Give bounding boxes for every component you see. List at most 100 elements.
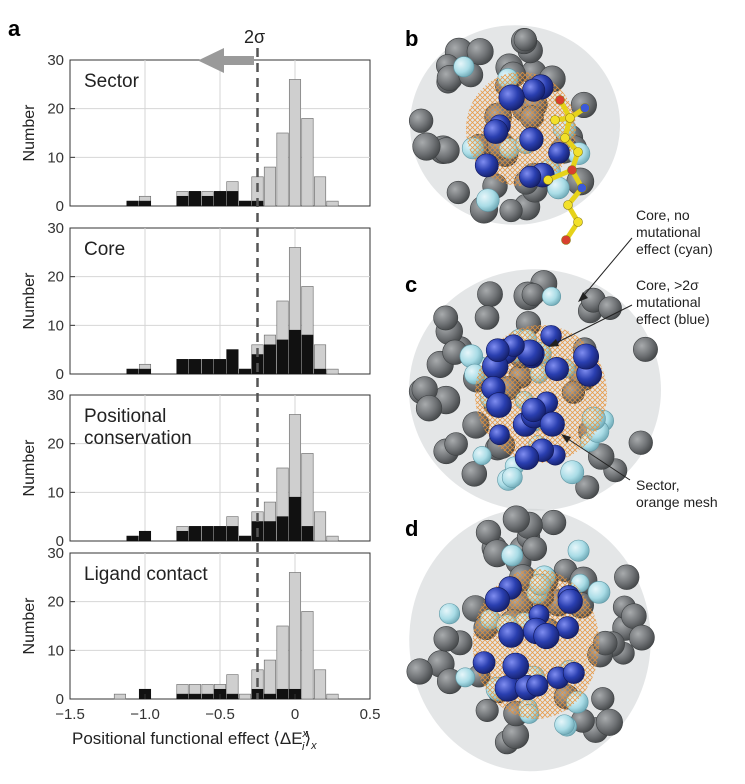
bar-gray (326, 535, 339, 542)
bar-black (213, 359, 227, 375)
y-tick-label: 30 (47, 220, 64, 237)
bar-black (226, 349, 239, 375)
bar-black (276, 339, 289, 375)
atom-blue (526, 674, 549, 697)
bar-black (263, 693, 276, 700)
ligand-atom (573, 217, 583, 227)
atom-blue (548, 142, 570, 164)
x-tick-label: −1.5 (55, 706, 85, 723)
atom-blue (573, 343, 600, 370)
sigma-label: 2σ (244, 27, 265, 47)
atom-cyan (455, 667, 476, 688)
atom-blue (557, 588, 583, 614)
y-tick-label: 0 (56, 198, 64, 215)
bar-black (288, 329, 302, 375)
ligand-atom (567, 165, 577, 175)
atom-gray (521, 282, 545, 307)
bar-black (263, 344, 276, 375)
atom-cyan (472, 446, 492, 466)
anno-cyan-line3: effect (cyan) (636, 241, 713, 257)
svg-text:Positional functional effect⟨Δ: Positional functional effect ⟨ΔEx i⟩x (72, 728, 317, 753)
bar-black (314, 368, 327, 375)
y-axis-label: Number (21, 597, 38, 655)
x-tick-label: 0 (291, 706, 299, 723)
bar-gray (314, 511, 327, 542)
bar-gray (301, 611, 314, 700)
bar-gray (326, 200, 339, 207)
annotation-cyan: Core, no mutational effect (cyan) (578, 207, 713, 302)
bar-gray (326, 368, 339, 375)
atom-gray (406, 658, 433, 685)
y-tick-label: 30 (47, 387, 64, 404)
anno-sector-line2: orange mesh (636, 494, 718, 510)
atom-cyan (476, 188, 500, 212)
atom-blue (522, 78, 546, 102)
atom-blue (540, 325, 562, 347)
bar-black (301, 334, 314, 375)
atom-blue (485, 338, 510, 363)
atom-blue (472, 651, 496, 674)
bar-black (226, 526, 239, 542)
bar-black (239, 200, 252, 207)
ligand-atom (577, 183, 587, 193)
bar-black (126, 535, 139, 542)
bar-gray (263, 659, 276, 700)
bar-gray (288, 79, 302, 207)
atom-blue (498, 84, 525, 111)
ligand-atom (573, 147, 583, 157)
histogram-stack: 0 10 20 30 Number Sector 0 10 20 30 Number Core 0 10 2… (21, 48, 380, 723)
atom-gray (522, 536, 548, 561)
structure-d (406, 505, 655, 772)
x-axis-label: Positional functional effect ⟨ΔEx i⟩x (72, 728, 317, 753)
y-tick-label: 10 (47, 642, 64, 659)
panel-title: Sector (84, 71, 140, 92)
histogram-panel-4: 0 10 20 30 Number Ligand contact −1.5 −1.0 −0.5 0… (21, 545, 380, 723)
atom-gray (598, 296, 622, 321)
annotation-sector: Sector, orange mesh (561, 434, 718, 510)
atom-cyan (554, 714, 575, 735)
bar-black (226, 693, 239, 700)
bar-black (176, 195, 189, 207)
atom-cyan (501, 544, 524, 567)
histogram-panel-2: 0 10 20 30 Number Core (21, 220, 371, 383)
atom-gray (466, 38, 494, 66)
atom-cyan (567, 539, 590, 562)
atom-gray (412, 132, 441, 161)
x-tick-label: −0.5 (205, 706, 235, 723)
panel-label-a: a (8, 16, 21, 41)
bar-black (138, 530, 152, 542)
y-axis-label: Number (21, 104, 38, 162)
bar-gray (113, 693, 126, 700)
anno-cyan-line2: mutational (636, 224, 701, 240)
bar-black (226, 191, 239, 207)
atom-gray (513, 28, 537, 52)
atom-gray (461, 461, 488, 487)
bar-black (188, 526, 201, 542)
atom-blue (533, 622, 560, 650)
x-tick-label: −1.0 (130, 706, 160, 723)
atom-blue (514, 445, 540, 470)
anno-blue-line1: Core, >2σ (636, 277, 699, 293)
structure-b (408, 25, 620, 245)
atom-cyan (560, 460, 585, 485)
atom-gray (433, 626, 460, 652)
y-tick-label: 10 (47, 484, 64, 501)
atom-gray (591, 687, 615, 711)
atom-blue (519, 127, 544, 152)
y-tick-label: 20 (47, 269, 64, 286)
ligand-atom (563, 200, 573, 210)
atom-blue (519, 165, 542, 188)
bar-black (188, 359, 201, 375)
ligand-atom (560, 133, 570, 143)
left-arrow-icon (198, 48, 254, 73)
bar-black (276, 688, 289, 700)
y-tick-label: 0 (56, 533, 64, 550)
atom-gray (475, 698, 499, 722)
bar-black (213, 526, 227, 542)
bar-gray (314, 176, 327, 207)
bar-black (239, 535, 252, 542)
atom-gray (444, 432, 468, 456)
atom-cyan (453, 56, 475, 78)
